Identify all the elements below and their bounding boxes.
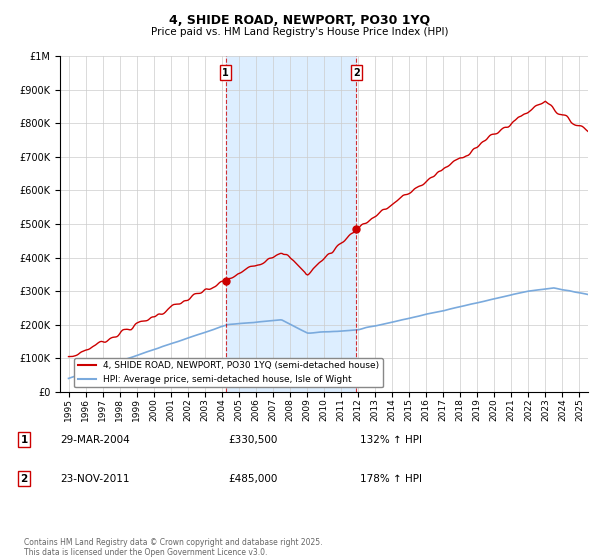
Text: £330,500: £330,500 [228,435,277,445]
Bar [226,56,356,392]
Text: 132% ↑ HPI: 132% ↑ HPI [360,435,422,445]
Text: 23-NOV-2011: 23-NOV-2011 [60,474,130,484]
Text: Price paid vs. HM Land Registry's House Price Index (HPI): Price paid vs. HM Land Registry's House … [151,27,449,37]
Text: 1: 1 [222,68,229,78]
Text: 178% ↑ HPI: 178% ↑ HPI [360,474,422,484]
Text: Contains HM Land Registry data © Crown copyright and database right 2025.
This d: Contains HM Land Registry data © Crown c… [24,538,323,557]
Text: £485,000: £485,000 [228,474,277,484]
Text: 2: 2 [20,474,28,484]
Legend: 4, SHIDE ROAD, NEWPORT, PO30 1YQ (semi-detached house), HPI: Average price, semi: 4, SHIDE ROAD, NEWPORT, PO30 1YQ (semi-d… [74,358,383,388]
Text: 4, SHIDE ROAD, NEWPORT, PO30 1YQ: 4, SHIDE ROAD, NEWPORT, PO30 1YQ [169,14,431,27]
Text: 2: 2 [353,68,360,78]
Text: 29-MAR-2004: 29-MAR-2004 [60,435,130,445]
Text: 1: 1 [20,435,28,445]
